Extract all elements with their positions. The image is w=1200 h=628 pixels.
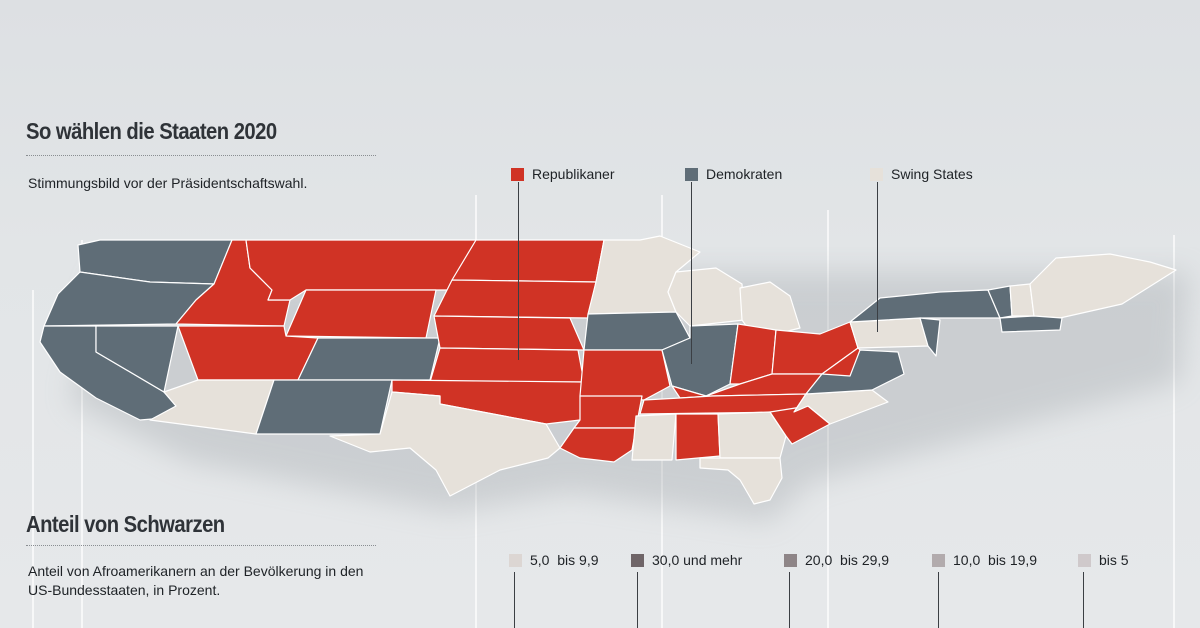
state-west-virginia [821, 347, 861, 377]
state-texas [329, 391, 561, 497]
legend2-label-30-plus: 30,0 und mehr [652, 552, 743, 568]
state-south-dakota [433, 279, 597, 319]
section-subtitle-black-population: Anteil von Afroamerikanern an der Bevölk… [28, 562, 363, 600]
connector-republican [518, 182, 519, 360]
legend2-label-20-29: 20,0 bis 29,9 [805, 552, 890, 568]
title-divider [26, 155, 376, 156]
state-mississippi [631, 413, 677, 461]
legend-swatch-swing [870, 167, 883, 181]
legend-label-democrat: Demokraten [706, 166, 783, 182]
state-north-dakota [451, 239, 605, 283]
legend-democrat: Demokraten [685, 166, 782, 182]
connector2-5-9 [514, 572, 515, 628]
state-colorado [297, 337, 441, 381]
legend2-20-29: 20,0 bis 29,9 [784, 552, 889, 568]
state-pennsylvania [849, 317, 929, 349]
section-title-election: So wählen die Staaten 2020 [26, 118, 277, 144]
legend-swing: Swing States [870, 166, 973, 182]
state-nebraska [433, 315, 585, 351]
subtitle-line-1: Anteil von Afroamerikanern an der Bevölk… [28, 563, 364, 579]
state-kansas [429, 347, 585, 383]
legend2-30-plus: 30,0 und mehr [631, 552, 742, 568]
state-massachusetts [999, 315, 1063, 333]
connector2-20-29 [789, 572, 790, 628]
state-wyoming [285, 289, 437, 339]
legend2-swatch-20-29 [784, 553, 797, 567]
legend2-label-10-19: 10,0 bis 19,9 [953, 552, 1038, 568]
title-divider-2 [26, 545, 376, 546]
state-georgia [717, 411, 787, 459]
state-missouri [579, 349, 671, 401]
legend2-below-5: bis 5 [1078, 552, 1129, 568]
state-florida [699, 457, 783, 505]
state-new-jersey [919, 317, 941, 357]
state-arkansas [573, 395, 643, 429]
legend2-label-below-5: bis 5 [1099, 552, 1129, 568]
section-title-black-population: Anteil von Schwarzen [26, 511, 225, 537]
legend-swatch-democrat [685, 167, 698, 181]
state-wisconsin [667, 267, 745, 327]
connector-democrat [691, 182, 692, 364]
legend2-swatch-30-plus [631, 553, 644, 567]
legend-label-republican: Republikaner [532, 166, 615, 182]
connector2-10-19 [938, 572, 939, 628]
connector2-30-plus [637, 572, 638, 628]
legend2-swatch-10-19 [932, 553, 945, 567]
legend2-swatch-below-5 [1078, 553, 1091, 567]
connector2-below-5 [1083, 572, 1084, 628]
legend2-swatch-5-9 [509, 553, 522, 567]
section-subtitle-election: Stimmungsbild vor der Präsidentschaftswa… [28, 175, 308, 191]
legend-swatch-republican [511, 167, 524, 181]
legend-republican: Republikaner [511, 166, 615, 182]
subtitle-line-2: US-Bundesstaaten, in Prozent. [28, 582, 221, 598]
legend2-label-5-9: 5,0 bis 9,9 [530, 552, 599, 568]
legend2-5-9: 5,0 bis 9,9 [509, 552, 599, 568]
legend2-10-19: 10,0 bis 19,9 [932, 552, 1037, 568]
connector-swing [877, 182, 878, 332]
legend-label-swing: Swing States [891, 166, 973, 182]
state-new-mexico [255, 379, 393, 435]
state-alabama [675, 413, 721, 461]
